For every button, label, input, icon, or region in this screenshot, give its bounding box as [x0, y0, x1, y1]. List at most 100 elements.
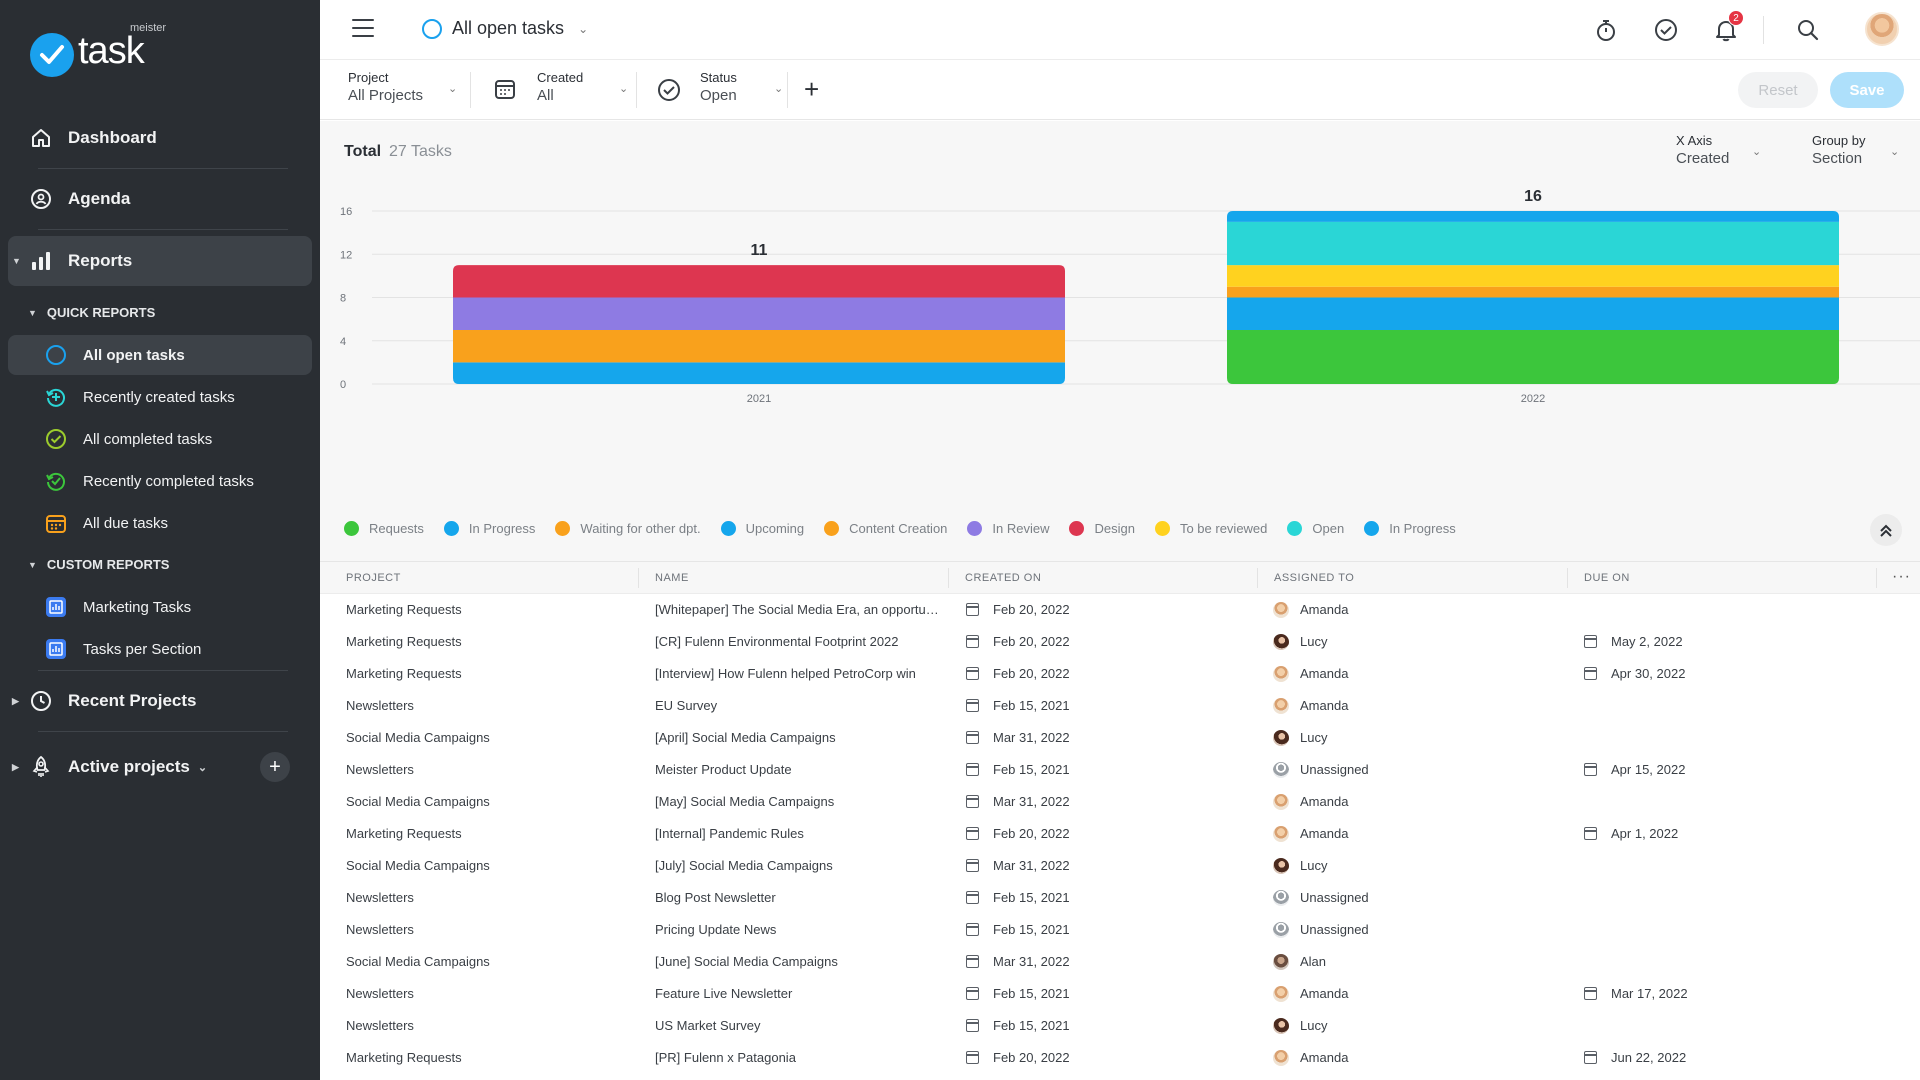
view-selector[interactable]: All open tasks ⌄	[422, 18, 588, 39]
cell-task-name[interactable]: [April] Social Media Campaigns	[655, 730, 836, 745]
table-row[interactable]: Newsletters Feature Live Newsletter Feb …	[320, 978, 1920, 1010]
report-label: All open tasks	[83, 346, 185, 364]
legend-item[interactable]: In Review	[967, 521, 1049, 536]
calendar-icon	[1584, 763, 1597, 776]
meistertask-logo[interactable]: meister task	[30, 22, 166, 80]
cell-assignee[interactable]: Lucy	[1300, 730, 1328, 745]
column-header-project[interactable]: PROJECT	[346, 572, 401, 584]
cell-task-name[interactable]: [CR] Fulenn Environmental Footprint 2022	[655, 634, 899, 649]
cell-task-name[interactable]: EU Survey	[655, 698, 718, 713]
table-row[interactable]: Newsletters Blog Post Newsletter Feb 15,…	[320, 882, 1920, 914]
cell-assignee[interactable]: Unassigned	[1300, 762, 1369, 777]
column-header-name[interactable]: NAME	[655, 572, 689, 584]
table-row[interactable]: Social Media Campaigns [June] Social Med…	[320, 946, 1920, 978]
legend-item[interactable]: In Progress	[1364, 521, 1456, 536]
cell-assignee[interactable]: Amanda	[1300, 602, 1349, 617]
table-row[interactable]: Newsletters Pricing Update News Feb 15, …	[320, 914, 1920, 946]
cell-assignee[interactable]: Amanda	[1300, 826, 1349, 841]
menu-icon[interactable]	[352, 19, 374, 37]
cell-task-name[interactable]: [May] Social Media Campaigns	[655, 794, 835, 809]
cell-assignee[interactable]: Amanda	[1300, 666, 1349, 681]
more-options-icon[interactable]: ···	[1892, 568, 1911, 585]
cell-task-name[interactable]: [July] Social Media Campaigns	[655, 858, 833, 873]
completed-tasks-icon[interactable]	[1652, 16, 1680, 44]
nav-recent-projects[interactable]: ▶ Recent Projects	[8, 676, 312, 726]
cell-assignee[interactable]: Amanda	[1300, 794, 1349, 809]
cell-task-name[interactable]: Pricing Update News	[655, 922, 777, 937]
column-header-due-on[interactable]: DUE ON	[1584, 572, 1630, 584]
table-row[interactable]: Marketing Requests [Whitepaper] The Soci…	[320, 594, 1920, 626]
cell-assignee[interactable]: Unassigned	[1300, 890, 1369, 905]
cell-assignee[interactable]: Amanda	[1300, 986, 1349, 1001]
cell-task-name[interactable]: Blog Post Newsletter	[655, 890, 776, 905]
cell-task-name[interactable]: [Internal] Pandemic Rules	[655, 826, 804, 841]
nav-active-projects[interactable]: ▶ Active projects ⌄	[8, 742, 248, 792]
table-row[interactable]: Newsletters US Market Survey Feb 15, 202…	[320, 1010, 1920, 1042]
report-all-open-tasks[interactable]: All open tasks	[8, 335, 312, 375]
custom-report-marketing-tasks[interactable]: Marketing Tasks	[8, 587, 312, 627]
table-row[interactable]: Marketing Requests [CR] Fulenn Environme…	[320, 626, 1920, 658]
quick-reports-toggle[interactable]: ▼ QUICK REPORTS	[28, 305, 155, 320]
cell-task-name[interactable]: US Market Survey	[655, 1018, 761, 1033]
column-header-created-on[interactable]: CREATED ON	[965, 572, 1042, 584]
report-all-due[interactable]: All due tasks	[8, 503, 312, 543]
report-all-completed[interactable]: All completed tasks	[8, 419, 312, 459]
column-header-assigned-to[interactable]: ASSIGNED TO	[1274, 572, 1355, 584]
cell-task-name[interactable]: [PR] Fulenn x Patagonia	[655, 1050, 796, 1065]
legend-item[interactable]: Waiting for other dpt.	[555, 521, 701, 536]
legend-item[interactable]: Open	[1287, 521, 1344, 536]
calendar-icon	[966, 1019, 979, 1032]
created-filter[interactable]: Created All ⌄	[537, 70, 637, 110]
collapse-chart-button[interactable]	[1870, 514, 1902, 546]
report-recently-created[interactable]: Recently created tasks	[8, 377, 312, 417]
legend-item[interactable]: To be reviewed	[1154, 521, 1267, 536]
cell-task-name[interactable]: [Whitepaper] The Social Media Era, an op…	[655, 602, 939, 617]
add-project-button[interactable]: +	[260, 752, 290, 782]
save-button[interactable]: Save	[1830, 72, 1904, 108]
cell-assignee[interactable]: Lucy	[1300, 1018, 1328, 1033]
add-filter-button[interactable]: +	[804, 74, 820, 104]
legend-item[interactable]: Upcoming	[720, 521, 804, 536]
timer-icon[interactable]	[1592, 16, 1620, 44]
table-row[interactable]: Newsletters Meister Product Update Feb 1…	[320, 754, 1920, 786]
custom-reports-toggle[interactable]: ▼ CUSTOM REPORTS	[28, 557, 169, 572]
search-icon[interactable]	[1794, 16, 1822, 44]
cell-assignee[interactable]: Lucy	[1300, 634, 1328, 649]
table-row[interactable]: Newsletters EU Survey Feb 15, 2021 Amand…	[320, 690, 1920, 722]
cell-task-name[interactable]: Meister Product Update	[655, 762, 792, 777]
cell-task-name[interactable]: Feature Live Newsletter	[655, 986, 793, 1001]
caret-down-icon: ▼	[28, 307, 37, 318]
legend-item[interactable]: Content Creation	[824, 521, 947, 536]
legend-item[interactable]: Requests	[344, 521, 424, 536]
table-row[interactable]: Marketing Requests [Interview] How Fulen…	[320, 658, 1920, 690]
cell-assignee[interactable]: Unassigned	[1300, 922, 1369, 937]
total-summary: Total 27 Tasks	[344, 143, 452, 161]
cell-assignee[interactable]: Lucy	[1300, 858, 1328, 873]
calendar-icon	[1584, 827, 1597, 840]
cell-assignee[interactable]: Amanda	[1300, 1050, 1349, 1065]
project-filter[interactable]: Project All Projects ⌄	[348, 70, 458, 110]
reset-button[interactable]: Reset	[1738, 72, 1818, 108]
user-avatar[interactable]	[1865, 12, 1899, 46]
table-row[interactable]: Social Media Campaigns [April] Social Me…	[320, 722, 1920, 754]
cell-assignee[interactable]: Alan	[1300, 954, 1327, 969]
x-axis-selector[interactable]: X Axis Created ⌄	[1676, 133, 1766, 167]
status-filter[interactable]: Status Open ⌄	[700, 70, 790, 110]
cell-assignee[interactable]: Amanda	[1300, 698, 1349, 713]
table-row[interactable]: Social Media Campaigns [May] Social Medi…	[320, 786, 1920, 818]
table-row[interactable]: Marketing Requests [PR] Fulenn x Patagon…	[320, 1042, 1920, 1074]
cell-task-name[interactable]: [June] Social Media Campaigns	[655, 954, 838, 969]
table-row[interactable]: Social Media Campaigns [July] Social Med…	[320, 850, 1920, 882]
custom-report-tasks-per-section[interactable]: Tasks per Section	[8, 629, 312, 669]
legend-item[interactable]: In Progress	[443, 521, 535, 536]
legend-item[interactable]: Design	[1069, 521, 1135, 536]
nav-reports[interactable]: ▼ Reports	[8, 236, 312, 286]
report-recently-completed[interactable]: Recently completed tasks	[8, 461, 312, 501]
nav-agenda[interactable]: Agenda	[8, 174, 312, 224]
legend-swatch	[1154, 521, 1170, 536]
nav-dashboard[interactable]: Dashboard	[8, 113, 312, 163]
notifications-bell-icon[interactable]: 2	[1712, 10, 1744, 44]
group-by-selector[interactable]: Group by Section ⌄	[1812, 133, 1912, 167]
cell-task-name[interactable]: [Interview] How Fulenn helped PetroCorp …	[655, 666, 916, 681]
table-row[interactable]: Marketing Requests [Internal] Pandemic R…	[320, 818, 1920, 850]
